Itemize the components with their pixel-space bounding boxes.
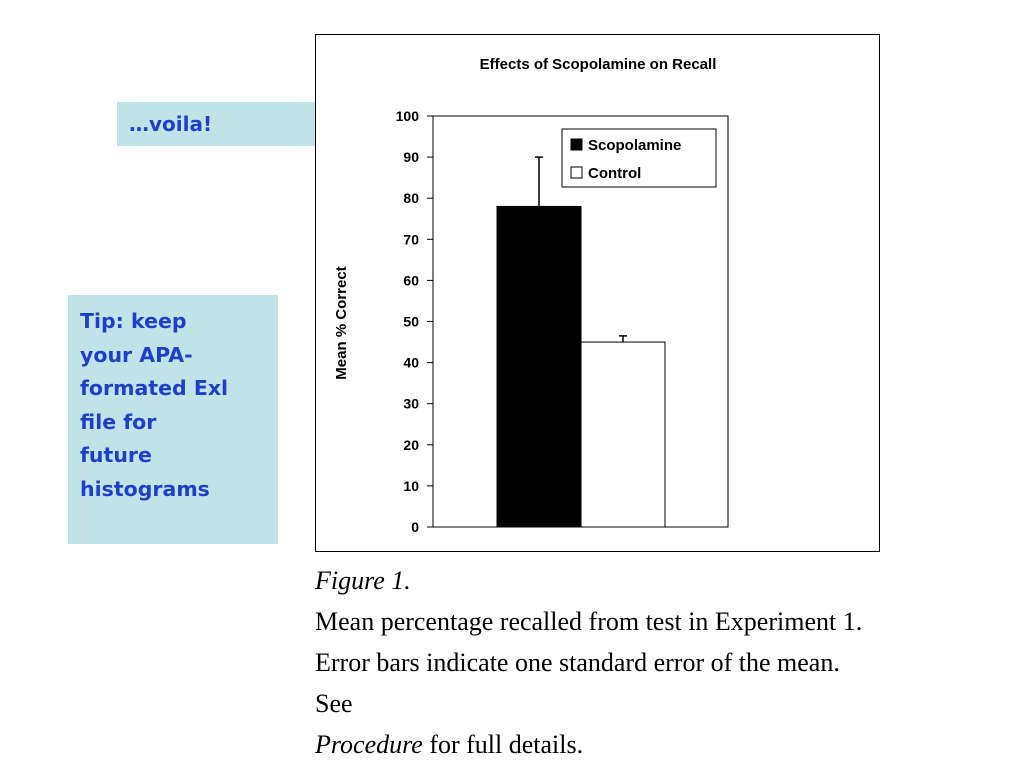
y-tick-label: 80 <box>403 190 419 206</box>
y-tick-label: 20 <box>403 437 419 453</box>
y-tick-label: 90 <box>403 149 419 165</box>
bar-0 <box>496 205 582 528</box>
bar-chart: Effects of Scopolamine on Recall Mean % … <box>333 56 729 535</box>
chart-title: Effects of Scopolamine on Recall <box>480 56 717 73</box>
chart-frame: Effects of Scopolamine on Recall Mean % … <box>315 34 880 552</box>
y-tick-label: 100 <box>396 108 420 124</box>
legend-box <box>561 128 717 188</box>
figure-label: Figure 1. <box>315 566 411 595</box>
legend-label-0: Scopolamine <box>588 137 681 154</box>
legend: Scopolamine Control <box>561 128 717 188</box>
caption-body: Mean percentage recalled from test in Ex… <box>315 607 863 718</box>
y-tick-label: 70 <box>403 231 419 247</box>
caption-text: Mean percentage recalled from test in Ex… <box>315 601 875 765</box>
figure-caption: Figure 1. Mean percentage recalled from … <box>315 560 875 765</box>
bars <box>496 156 666 528</box>
legend-swatch-1 <box>570 166 583 179</box>
y-tick-label: 0 <box>411 519 419 535</box>
y-tick-label: 40 <box>403 355 419 371</box>
y-tick-label: 10 <box>403 478 419 494</box>
voila-text: …voila! <box>129 112 213 136</box>
legend-swatch-0 <box>570 138 583 151</box>
tip-callout: Tip: keep your APA- formated Exl file fo… <box>68 295 278 544</box>
voila-callout: …voila! <box>117 102 315 146</box>
y-tick-label: 60 <box>403 272 419 288</box>
legend-label-1: Control <box>588 165 641 182</box>
bar-1 <box>580 341 666 528</box>
caption-tail: for full details. <box>422 730 584 759</box>
y-axis-label: Mean % Correct <box>333 266 350 379</box>
caption-procedure: Procedure <box>315 730 423 759</box>
y-tick-label: 50 <box>403 314 419 330</box>
y-tick-label: 30 <box>403 396 419 412</box>
y-axis-ticks: 0 10 20 30 40 50 60 70 80 90 100 <box>396 108 433 535</box>
tip-text: Tip: keep your APA- formated Exl file fo… <box>80 309 229 501</box>
